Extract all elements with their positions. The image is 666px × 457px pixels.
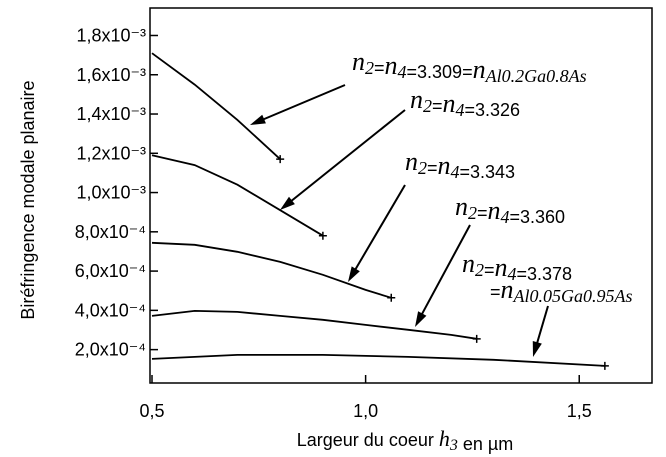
end-marker	[600, 361, 609, 370]
curve	[151, 241, 392, 299]
arrow-head	[250, 114, 266, 125]
arrow-shaft	[258, 84, 346, 123]
series-label: n2=n4=3.326	[410, 85, 520, 120]
y-tick-label: 2,0x10⁻⁴	[75, 340, 146, 360]
arrow-shaft	[418, 224, 471, 319]
arrow-head	[348, 266, 360, 282]
y-tick-label: 1,2x10⁻³	[76, 143, 146, 163]
y-axis-label: Biréfringence modale planaire	[18, 80, 38, 319]
series-label-continued: =nAl0.05Ga0.95As	[490, 275, 633, 306]
x-axis-label: Largeur du coeur h3 en µm	[297, 426, 513, 454]
series-label: n2=n4=3.343	[405, 147, 515, 182]
series-label: n2=n4=3.378	[462, 249, 572, 284]
y-tick-label: 1,6x10⁻³	[76, 65, 146, 85]
y-tick-label: 1,8x10⁻³	[76, 25, 146, 45]
series-label: n2=n4=3.360	[455, 192, 565, 227]
series-label: n2=n4=3.309=nAl0.2Ga0.8As	[352, 47, 587, 86]
arrow-shaft	[534, 305, 549, 348]
arrow-shaft	[352, 184, 406, 274]
end-marker	[387, 293, 396, 302]
arrow-head	[532, 341, 542, 357]
curve	[151, 309, 477, 340]
curve	[151, 52, 281, 160]
end-marker	[472, 334, 481, 343]
y-tick-label: 1,4x10⁻³	[76, 104, 146, 124]
x-tick-label: 0,5	[139, 401, 164, 421]
end-marker	[318, 231, 327, 240]
curve	[151, 154, 324, 237]
x-tick-label: 1,0	[353, 401, 378, 421]
plot-frame	[149, 7, 653, 384]
arrow-head	[280, 196, 295, 210]
arrow-head	[415, 311, 427, 327]
end-marker	[276, 155, 285, 164]
curve	[151, 354, 605, 367]
x-tick-label: 1,5	[567, 401, 592, 421]
y-tick-label: 6,0x10⁻⁴	[75, 261, 146, 281]
arrow-shaft	[287, 109, 406, 205]
y-tick-label: 1,0x10⁻³	[76, 183, 146, 203]
y-tick-label: 8,0x10⁻⁴	[75, 222, 146, 242]
y-tick-label: 4,0x10⁻⁴	[75, 300, 146, 320]
